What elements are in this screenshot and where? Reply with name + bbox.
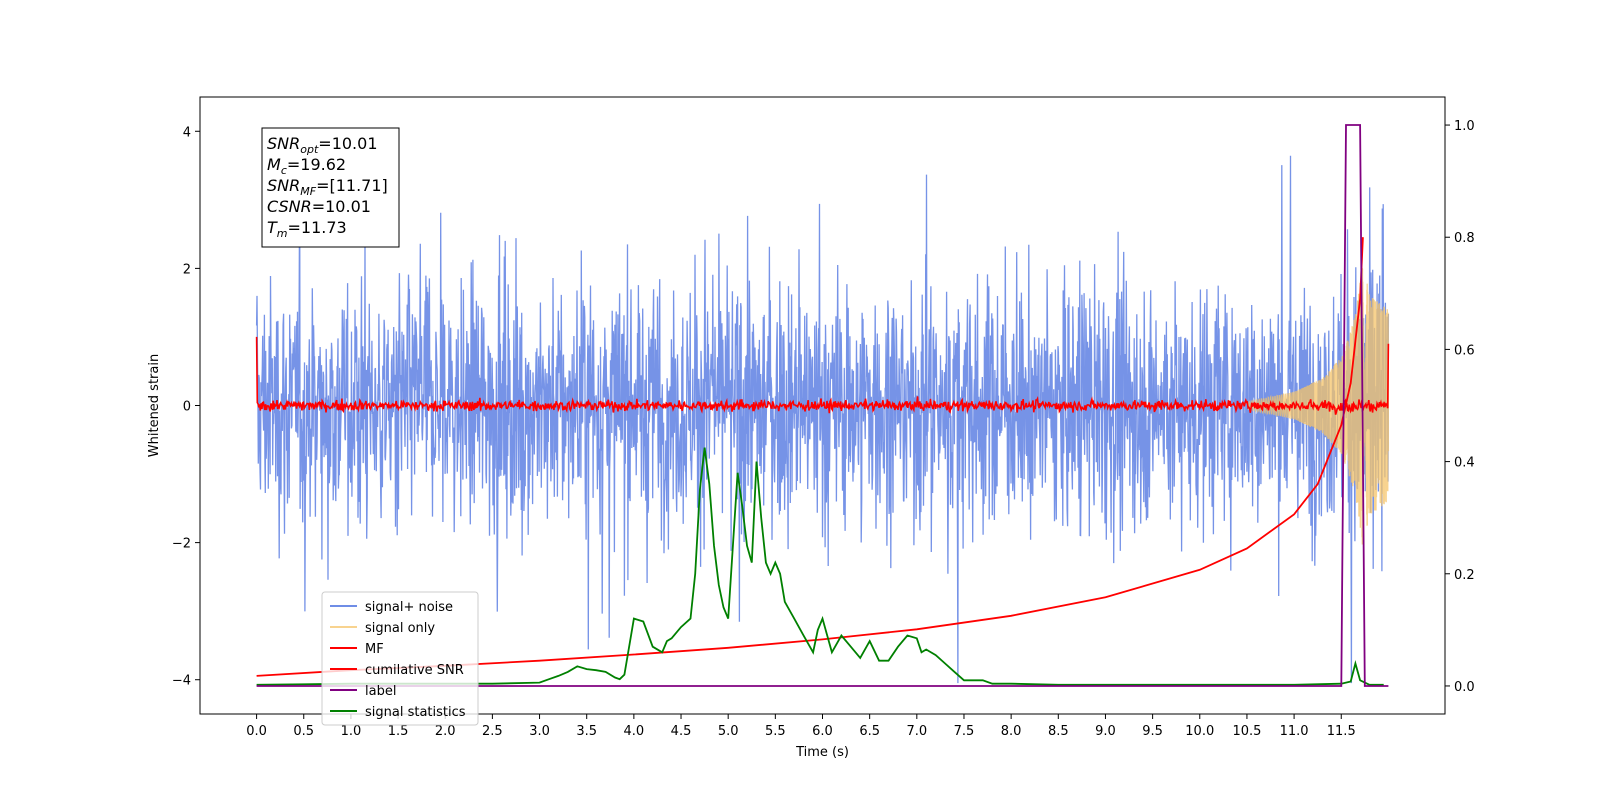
x-tick-label: 6.5 [859,724,880,739]
series-signal-plus-noise-line [255,155,1390,684]
y-tick-label: 2 [183,262,191,277]
x-tick-label: 4.0 [624,724,645,739]
x-tick-label: 3.0 [529,724,550,739]
annotation-snr-mf: SNRMF=[11.71] [267,176,388,198]
y-tick-label: −4 [172,674,191,689]
legend-label: label [365,684,396,699]
annotation-mc: Mc=19.62 [267,155,346,177]
x-tick-label: 7.5 [954,724,975,739]
x-tick-label: 3.5 [576,724,597,739]
annotation-csnr: CSNR=10.01 [267,197,371,216]
x-tick-label: 9.0 [1095,724,1116,739]
legend: signal+ noise signal only MF cumilative SNR… [321,591,479,726]
x-tick-label: 5.0 [718,724,739,739]
y2-tick-label: 1.0 [1454,119,1475,134]
x-tick-label: 5.5 [765,724,786,739]
x-tick-label: 1.0 [341,724,362,739]
series-layer [255,124,1390,687]
y2-tick-label: 0.2 [1454,568,1475,583]
y2-tick-label: 0.8 [1454,231,1475,246]
x-tick-label: 2.0 [435,724,456,739]
series-label-line [256,124,1389,687]
x-tick-label: 8.5 [1048,724,1069,739]
legend-label: cumilative SNR [365,663,464,678]
x-tick-label: 0.5 [293,724,314,739]
x-tick-label: 1.5 [388,724,409,739]
x-tick-label: 4.5 [671,724,692,739]
x-tick-label: 2.5 [482,724,503,739]
x-tick-label: 6.0 [812,724,833,739]
x-tick-label: 9.5 [1142,724,1163,739]
y-axis-right-ticks: 0.0 0.2 0.4 0.6 0.8 1.0 [1445,119,1475,695]
y-axis-left-ticks: −4 −2 0 2 4 [172,125,200,689]
annotation-snr-opt: SNRopt=10.01 [267,134,378,156]
x-tick-label: 11.5 [1327,724,1356,739]
y-tick-label: 0 [183,400,191,415]
legend-label: signal statistics [365,705,466,720]
y2-tick-label: 0.4 [1454,456,1475,471]
x-tick-label: 11.0 [1280,724,1309,739]
legend-frame [321,591,479,726]
legend-label: signal only [365,621,435,636]
annotation-box: SNRopt=10.01 Mc=19.62 SNRMF=[11.71] CSNR… [261,127,400,248]
x-tick-label: 0.0 [246,724,267,739]
x-tick-label: 10.5 [1232,724,1261,739]
x-tick-label: 10.0 [1185,724,1214,739]
y2-tick-label: 0.6 [1454,343,1475,358]
y-tick-label: 4 [183,125,191,140]
y-axis-label: Whitened strain [147,354,162,457]
legend-label: signal+ noise [365,600,453,615]
annotation-box-frame [261,127,400,248]
y2-tick-label: 0.0 [1454,680,1475,695]
x-axis-label: Time (s) [795,745,849,760]
y-tick-label: −2 [172,537,191,552]
x-axis-ticks: 0.0 0.5 1.0 1.5 2.0 2.5 3.0 3.5 4.0 4.5 5.0 5.5 6.0 6… [246,714,1356,739]
x-tick-label: 7.0 [906,724,927,739]
series-signal-statistics-line [256,447,1384,686]
annotation-tm: Tm=11.73 [267,218,347,240]
legend-label: MF [365,642,384,657]
series-signal-only-line [1246,267,1390,545]
series-mf-line [255,336,1390,415]
x-tick-label: 8.0 [1001,724,1022,739]
